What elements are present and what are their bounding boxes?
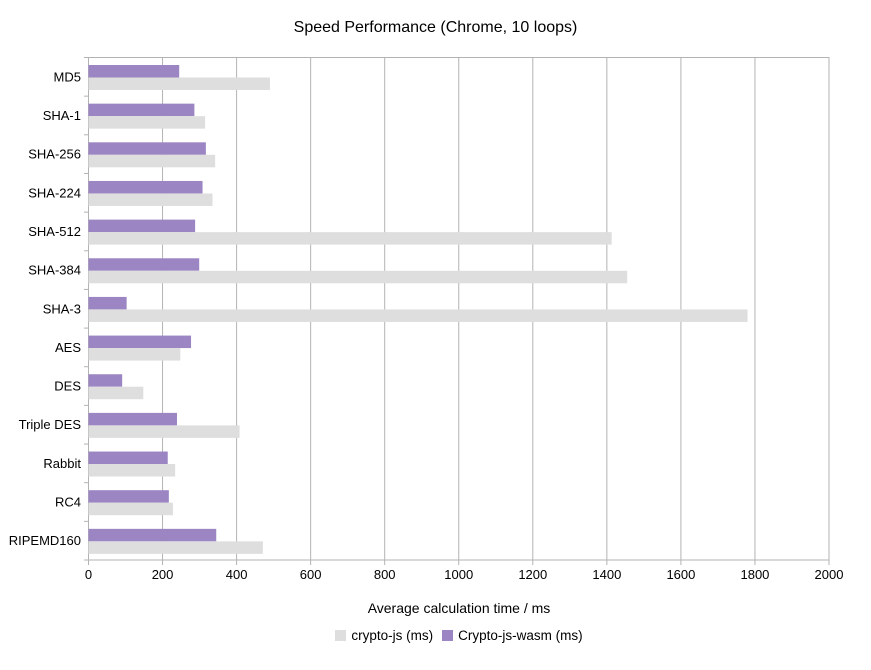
bar-md5-series-1 xyxy=(88,65,180,78)
x-axis-title: Average calculation time / ms xyxy=(367,600,551,616)
bar-des-series-1 xyxy=(88,374,123,387)
legend-swatch-crypto-js-icon xyxy=(335,630,347,641)
x-tick-label: 400 xyxy=(226,567,248,582)
bar-sha-384-series-1 xyxy=(88,258,200,271)
legend-label-crypto-js-wasm: Crypto-js-wasm (ms) xyxy=(458,628,583,643)
bar-chart-plot: 0 200 400 600 800 1000 1200 1400 1600 1800 2000 MD5… xyxy=(9,57,844,582)
bar-md5-series-0 xyxy=(88,77,270,90)
bar-sha-256-series-1 xyxy=(88,142,206,155)
y-category-label: SHA-224 xyxy=(28,185,81,200)
x-tick-label: 1800 xyxy=(740,567,769,582)
bar-ripemd160-series-1 xyxy=(88,528,217,542)
x-tick-label: 2000 xyxy=(815,567,844,582)
y-category-label: SHA-3 xyxy=(43,301,81,316)
bar-rc4-series-1 xyxy=(88,490,169,503)
legend-item-crypto-js: crypto-js (ms) xyxy=(335,628,433,643)
bar-sha-224-series-1 xyxy=(88,180,203,194)
legend-item-crypto-js-wasm: Crypto-js-wasm (ms) xyxy=(442,628,583,643)
y-category-label: DES xyxy=(54,379,81,394)
y-category-label: MD5 xyxy=(54,69,81,84)
bar-sha-512-series-0 xyxy=(88,232,612,245)
bar-ripemd160-series-0 xyxy=(88,541,263,554)
legend-label-crypto-js: crypto-js (ms) xyxy=(351,628,434,643)
y-category-label: AES xyxy=(55,340,81,355)
x-tick-label: 600 xyxy=(300,567,322,582)
y-category-label: Rabbit xyxy=(43,456,81,471)
bar-des-series-0 xyxy=(88,386,144,400)
y-category-label: RC4 xyxy=(55,495,81,510)
bar-aes-series-1 xyxy=(88,335,192,349)
x-tick-label: 0 xyxy=(85,567,92,582)
chart-legend: crypto-js (ms) Crypto-js-wasm (ms) xyxy=(89,628,829,643)
x-tick-label: 200 xyxy=(152,567,174,582)
bar-sha-384-series-0 xyxy=(88,270,628,284)
legend-swatch-crypto-js-wasm-icon xyxy=(442,630,454,641)
bar-sha-3-series-0 xyxy=(88,309,748,322)
bar-sha-224-series-0 xyxy=(88,193,213,206)
x-tick-label: 1000 xyxy=(444,567,473,582)
y-category-label: RIPEMD160 xyxy=(9,533,81,548)
bar-sha-1-series-1 xyxy=(88,103,195,117)
x-tick-label: 1200 xyxy=(518,567,547,582)
bar-sha-3-series-1 xyxy=(88,296,127,310)
chart-title: Speed Performance (Chrome, 10 loops) xyxy=(293,19,578,36)
bar-rabbit-series-1 xyxy=(88,451,168,465)
bar-triple-des-series-1 xyxy=(88,412,177,426)
y-category-label: Triple DES xyxy=(19,417,82,432)
y-category-label: SHA-256 xyxy=(28,147,81,162)
y-category-label: SHA-1 xyxy=(43,108,81,123)
y-category-label: SHA-384 xyxy=(28,263,81,278)
bar-rabbit-series-0 xyxy=(88,464,176,477)
bar-aes-series-0 xyxy=(88,348,181,361)
bar-sha-1-series-0 xyxy=(88,116,206,129)
bar-sha-256-series-0 xyxy=(88,154,216,168)
y-category-label: SHA-512 xyxy=(28,224,81,239)
x-tick-label: 800 xyxy=(374,567,396,582)
bar-sha-512-series-1 xyxy=(88,219,196,233)
x-tick-label: 1400 xyxy=(592,567,621,582)
x-tick-label: 1600 xyxy=(666,567,695,582)
bar-rc4-series-0 xyxy=(88,502,173,516)
bar-triple-des-series-0 xyxy=(88,425,240,438)
